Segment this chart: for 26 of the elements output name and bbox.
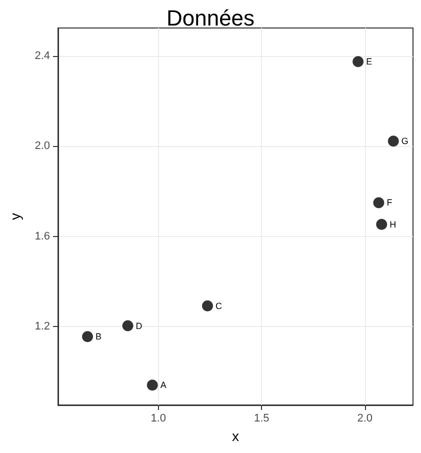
point	[373, 197, 384, 208]
point	[376, 218, 388, 230]
chart-title: Données	[166, 6, 255, 30]
annotation: F	[386, 198, 393, 208]
point	[122, 320, 134, 332]
annotation: A	[160, 380, 166, 390]
annotation: B	[96, 332, 102, 342]
y-tick-label: 2.0	[34, 140, 50, 152]
annotation: E	[366, 56, 372, 67]
y-tick-label: 1.6	[34, 230, 50, 242]
y-axis-title: y	[7, 213, 23, 220]
y-tick-label: 1.2	[34, 320, 50, 333]
point	[352, 56, 364, 68]
x-tick-label: 1.0	[150, 412, 166, 424]
y-tick-label: 2.4	[34, 50, 50, 62]
point	[202, 300, 214, 312]
annotation: C	[216, 300, 223, 311]
x-axis-title: x	[232, 428, 239, 444]
point	[82, 331, 94, 342]
point	[146, 380, 158, 391]
annotation: H	[390, 219, 396, 230]
annotation: D	[136, 320, 143, 331]
annotation: G	[401, 136, 408, 146]
x-tick-label: 2.0	[357, 412, 373, 424]
point	[388, 136, 399, 147]
x-tick-label: 1.5	[254, 412, 270, 424]
